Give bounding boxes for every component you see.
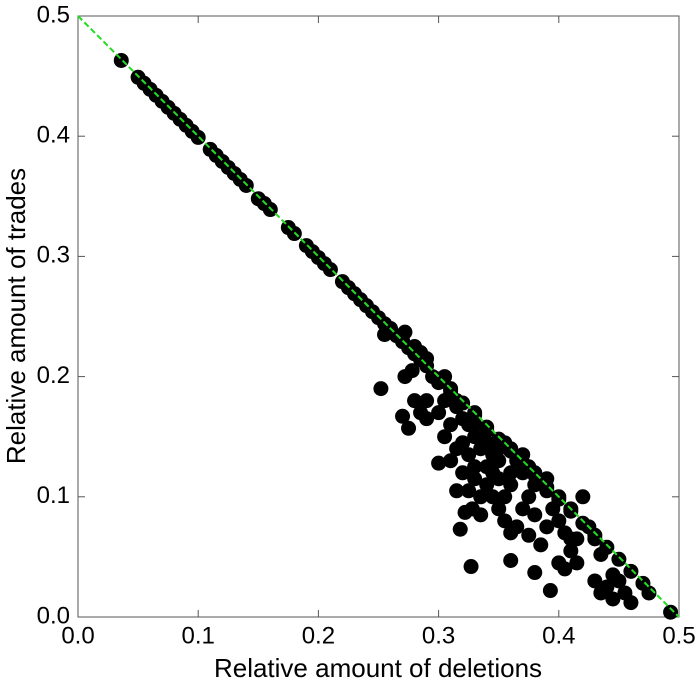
point — [455, 465, 471, 481]
y-tick-label: 0.0 — [37, 602, 70, 629]
point — [479, 459, 495, 475]
point — [539, 471, 555, 487]
point — [641, 585, 657, 601]
point — [401, 420, 417, 436]
point — [623, 595, 639, 611]
point — [497, 489, 513, 505]
point — [527, 477, 543, 493]
point — [545, 501, 561, 517]
point — [623, 563, 639, 579]
x-tick-label: 0.4 — [542, 622, 575, 649]
point — [485, 447, 501, 463]
point — [503, 465, 519, 481]
point — [551, 513, 567, 529]
point — [431, 455, 447, 471]
point — [575, 489, 591, 505]
point — [539, 483, 555, 499]
point — [467, 429, 483, 445]
point — [599, 579, 615, 595]
point — [419, 411, 435, 427]
y-tick-label: 0.2 — [37, 362, 70, 389]
point — [491, 471, 507, 487]
point — [461, 447, 477, 463]
point — [663, 604, 679, 620]
point — [491, 501, 507, 517]
point — [437, 369, 453, 385]
point — [587, 573, 603, 589]
point — [527, 565, 543, 581]
point — [397, 324, 413, 340]
point — [473, 507, 489, 523]
x-axis-label: Relative amount of deletions — [214, 653, 542, 683]
point — [449, 393, 465, 409]
point — [521, 489, 537, 505]
point — [521, 527, 537, 543]
point — [515, 501, 531, 517]
point — [569, 555, 585, 571]
point — [397, 369, 413, 385]
point — [461, 483, 477, 499]
point — [542, 583, 558, 599]
point — [605, 591, 621, 607]
point — [587, 531, 603, 547]
point — [449, 483, 465, 499]
point — [437, 429, 453, 445]
point — [373, 381, 389, 397]
point — [467, 459, 483, 475]
point — [515, 447, 531, 463]
y-tick-label: 0.3 — [37, 242, 70, 269]
point — [551, 555, 567, 571]
reference-line — [77, 15, 680, 618]
point — [419, 393, 435, 409]
x-tick-label: 0.1 — [182, 622, 215, 649]
x-tick-label: 0.2 — [302, 622, 335, 649]
point — [509, 519, 525, 535]
point — [395, 408, 411, 424]
point — [527, 507, 543, 523]
point — [443, 453, 459, 469]
x-tick-label: 0.3 — [422, 622, 455, 649]
point — [563, 543, 579, 559]
point — [503, 477, 519, 493]
y-tick-label: 0.5 — [37, 1, 70, 28]
point — [467, 471, 483, 487]
point — [503, 553, 519, 569]
point — [479, 435, 495, 451]
point — [473, 489, 489, 505]
point — [485, 489, 501, 505]
point — [479, 477, 495, 493]
point — [455, 435, 471, 451]
point — [611, 551, 627, 567]
x-tick-label: 0.0 — [61, 622, 94, 649]
x-tick-label: 0.5 — [662, 622, 695, 649]
point — [431, 405, 447, 421]
point — [593, 546, 609, 562]
point — [479, 423, 495, 439]
point — [533, 537, 549, 553]
point — [569, 531, 585, 547]
point — [452, 521, 468, 537]
point — [497, 513, 513, 529]
plot-frame — [77, 15, 680, 618]
point — [461, 417, 477, 433]
point — [413, 345, 429, 361]
point — [463, 559, 479, 575]
point — [611, 573, 627, 589]
point — [443, 417, 459, 433]
point — [539, 519, 555, 535]
point — [407, 393, 423, 409]
y-tick-label: 0.1 — [37, 482, 70, 509]
y-tick-label: 0.4 — [37, 122, 70, 149]
y-axis-label: Relative amount of trades — [1, 168, 31, 464]
